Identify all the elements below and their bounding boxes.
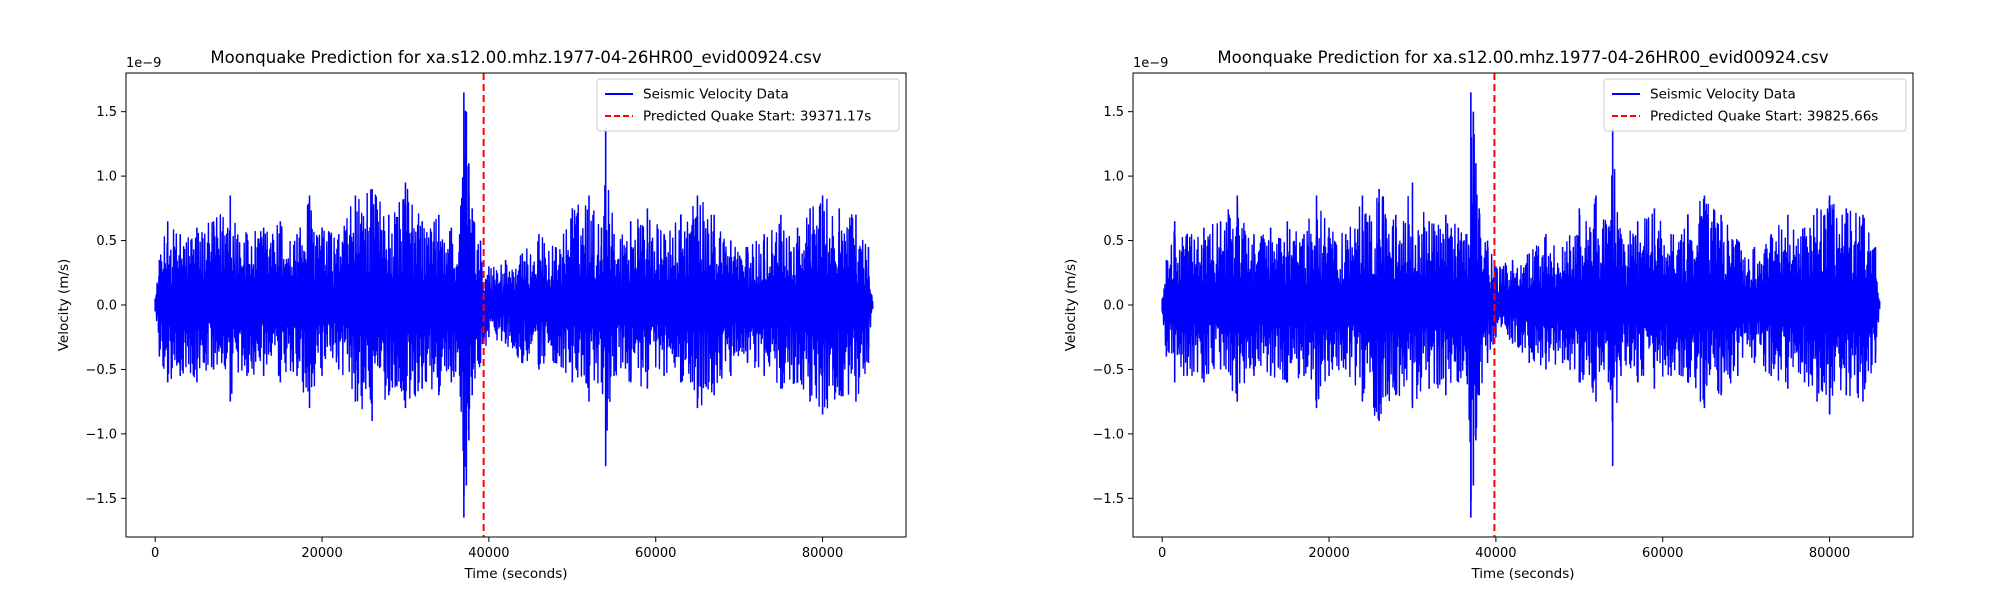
- y-offset-label: 1e−9: [1133, 56, 1168, 71]
- chart-title: Moonquake Prediction for xa.s12.00.mhz.1…: [210, 48, 821, 68]
- y-tick-label: 1.5: [1103, 105, 1124, 120]
- x-tick-label: 0: [1158, 546, 1166, 561]
- y-tick-label: −1.0: [1092, 427, 1124, 442]
- waveform-group: [1161, 92, 1881, 518]
- chart-title: Moonquake Prediction for xa.s12.00.mhz.1…: [1217, 48, 1828, 68]
- y-tick-label: −1.5: [85, 492, 117, 507]
- x-tick-label: 40000: [1475, 546, 1516, 561]
- y-tick-label: −0.5: [85, 363, 117, 378]
- legend-label-seismic: Seismic Velocity Data: [1650, 87, 1796, 103]
- x-tick-label: 40000: [468, 546, 509, 561]
- y-tick-label: 1.5: [96, 105, 117, 120]
- waveform-group: [154, 92, 874, 518]
- y-axis-label: Velocity (m/s): [56, 259, 72, 352]
- y-tick-label: 0.5: [96, 234, 117, 249]
- legend-label-prediction: Predicted Quake Start: 39825.66s: [1650, 109, 1878, 125]
- y-tick-label: 0.5: [1103, 234, 1124, 249]
- y-tick-label: 1.0: [96, 170, 117, 185]
- x-tick-label: 80000: [802, 546, 843, 561]
- y-tick-label: −0.5: [1092, 363, 1124, 378]
- y-tick-label: 1.0: [1103, 170, 1124, 185]
- x-tick-label: 60000: [1642, 546, 1683, 561]
- y-offset-label: 1e−9: [126, 56, 161, 71]
- legend-box: [596, 78, 900, 132]
- subplot-1: 0 20000 40000 60000 80000 1.5 1.0 0.5 0.0 −0.5 −1.…: [56, 48, 907, 582]
- y-tick-label: −1.0: [85, 427, 117, 442]
- x-tick-label: 60000: [635, 546, 676, 561]
- x-axis-label: Time (seconds): [463, 566, 567, 582]
- seismic-waveform-line: [154, 110, 874, 497]
- x-tick-label: 80000: [1809, 546, 1850, 561]
- y-tick-label: −1.5: [1092, 492, 1124, 507]
- legend-label-prediction: Predicted Quake Start: 39371.17s: [643, 109, 871, 125]
- legend-label-seismic: Seismic Velocity Data: [643, 87, 789, 103]
- legend-box: [1603, 78, 1907, 132]
- x-tick-label: 20000: [1308, 546, 1349, 561]
- legend: Seismic Velocity Data Predicted Quake Sta…: [1603, 78, 1907, 132]
- y-tick-label: 0.0: [1103, 299, 1124, 314]
- subplot-2: 0 20000 40000 60000 80000 1.5 1.0 0.5 0.0 −0.5 −1.…: [1063, 48, 1914, 582]
- x-tick-label: 0: [151, 546, 159, 561]
- legend: Seismic Velocity Data Predicted Quake Sta…: [596, 78, 900, 132]
- x-tick-label: 20000: [301, 546, 342, 561]
- y-tick-label: 0.0: [96, 299, 117, 314]
- x-axis-label: Time (seconds): [1470, 566, 1574, 582]
- seismic-waveform-line: [1161, 115, 1881, 503]
- y-axis-label: Velocity (m/s): [1063, 259, 1079, 352]
